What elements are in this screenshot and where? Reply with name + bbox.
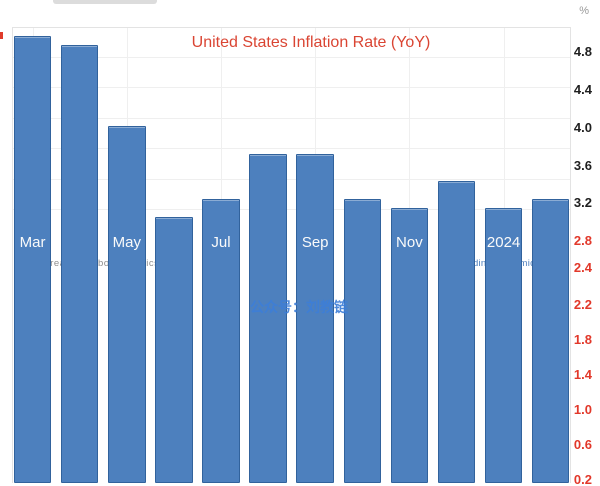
x-tick-jul: Jul	[211, 234, 231, 251]
y-tick-0.6: 0.6	[573, 437, 592, 452]
x-tick-sep: Sep	[301, 234, 329, 251]
y-tick-2.4: 2.4	[573, 260, 592, 275]
bar-sep-2023	[296, 153, 334, 483]
x-tick-nov: Nov	[396, 234, 423, 251]
clipped-ui-pill	[53, 0, 157, 4]
v-gridline	[315, 28, 317, 240]
y-tick-4.0: 4.0	[573, 120, 592, 135]
y-tick-0.2: 0.2	[573, 472, 592, 486]
h-gridline	[13, 209, 570, 211]
y-tick-2.2: 2.2	[573, 297, 592, 312]
plot-border-right	[570, 27, 571, 483]
y-axis: % 4.8 4.4 4.0 3.6 3.2 2.8 2.4 2.2 1.8 1.4 1.0 0.6 0.…	[566, 0, 594, 486]
v-gridline	[503, 28, 505, 240]
chart-title: United States Inflation Rate (YoY)	[191, 34, 431, 51]
bar-may-2023	[108, 126, 146, 483]
v-gridline	[221, 28, 222, 240]
bar-nov-2023	[390, 207, 429, 483]
y-tick-3.2: 3.2	[573, 195, 592, 210]
bar-dec-2023	[437, 180, 476, 483]
y-tick-3.6: 3.6	[573, 157, 592, 173]
bar-jun-2023	[155, 216, 193, 483]
y-tick-1.0: 1.0	[573, 402, 592, 417]
bar-jan-2024	[484, 207, 523, 483]
x-tick-mar: Mar	[19, 234, 46, 251]
bar-apr-2023	[60, 45, 99, 483]
y-tick-4.4: 4.4	[573, 82, 592, 97]
y-tick-1.4: 1.4	[573, 367, 592, 382]
plot-border-top	[12, 27, 571, 28]
bar-jul-2023	[202, 198, 240, 483]
watermark-text: 公众号：刘教链	[250, 299, 348, 315]
clipped-red-marker	[0, 32, 3, 39]
v-gridline	[409, 28, 411, 240]
h-gridline	[13, 148, 570, 150]
x-tick-may: May	[112, 234, 141, 251]
x-tick-2024: 2024	[486, 234, 521, 251]
bar-aug-2023	[249, 153, 287, 483]
y-tick-1.8: 1.8	[573, 332, 592, 347]
bar-oct-2023	[343, 198, 382, 483]
bar-feb-2024	[531, 198, 570, 483]
bar-mar-2023	[13, 36, 52, 483]
h-gridline	[13, 87, 570, 89]
y-tick-4.8: 4.8	[573, 44, 592, 59]
y-axis-unit-label: %	[579, 5, 589, 17]
h-gridline	[13, 56, 570, 58]
h-gridline	[13, 178, 570, 180]
h-gridline	[13, 117, 570, 119]
plot-border-left	[12, 27, 13, 483]
y-tick-2.8: 2.8	[573, 233, 592, 248]
